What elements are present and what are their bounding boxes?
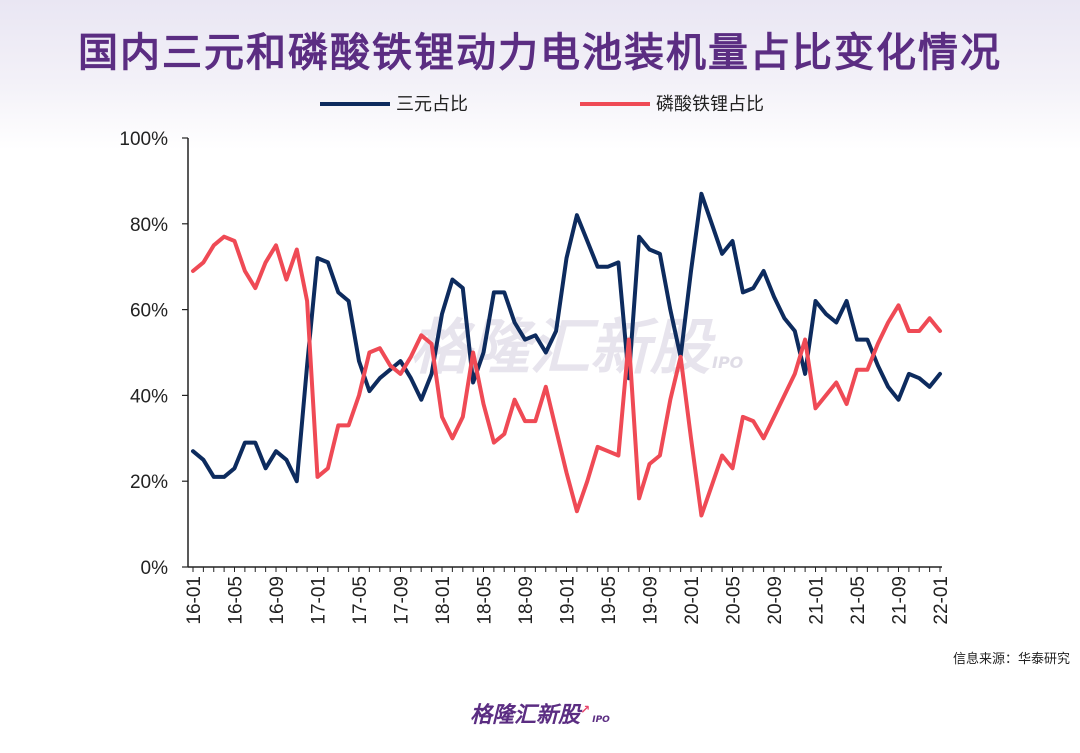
x-tick-label: 18-01 (433, 576, 454, 625)
x-tick-label: 18-05 (475, 576, 496, 625)
x-tick-label: 21-09 (890, 576, 911, 625)
x-tick-label: 17-01 (309, 576, 330, 625)
chart-legend: 三元占比 磷酸铁锂占比 (320, 94, 764, 115)
y-tick-label: 80% (130, 215, 168, 236)
x-tick-label: 17-05 (350, 576, 371, 625)
x-tick-label: 21-05 (848, 576, 869, 625)
x-tick-label: 19-09 (641, 576, 662, 625)
x-tick-label: 20-05 (724, 576, 745, 625)
x-tick-label: 17-09 (392, 576, 413, 625)
y-tick-label: 0% (141, 558, 169, 579)
footer-brand-suffix: IPO (592, 715, 610, 725)
footer-brand-text: 格隆汇新股 (470, 703, 581, 728)
x-tick-label: 18-09 (516, 576, 537, 625)
x-tick-label: 19-01 (558, 576, 579, 625)
watermark: 格隆汇新股 IPO (410, 313, 744, 383)
source-note: 信息来源：华泰研究 (952, 652, 1070, 667)
footer-logo: 格隆汇新股↗IPO (0, 697, 1080, 729)
chart-series (191, 191, 942, 518)
x-tick-label: 22-01 (931, 576, 952, 625)
watermark-brand: 格隆汇新股 (410, 313, 716, 383)
y-tick-label: 20% (130, 472, 168, 493)
header-background (0, 0, 1080, 150)
legend-label: 磷酸铁锂占比 (656, 94, 764, 115)
x-tick-label: 20-09 (765, 576, 786, 625)
page-title: 国内三元和磷酸铁锂动力电池装机量占比变化情况 (78, 30, 1002, 76)
x-tick-label: 16-05 (226, 576, 247, 625)
series-line-lfp (191, 234, 942, 518)
x-tick-label: 21-01 (807, 576, 828, 625)
x-tick-label: 16-09 (267, 576, 288, 625)
trend-arrow-icon: ↗ (580, 702, 591, 717)
x-tick-label: 19-05 (599, 576, 620, 625)
watermark-suffix: IPO (712, 353, 744, 372)
x-tick-label: 16-01 (184, 576, 205, 625)
y-tick-label: 100% (119, 129, 168, 150)
y-tick-label: 60% (130, 301, 168, 322)
series-line-ternary (191, 191, 942, 484)
x-tick-label: 20-01 (682, 576, 703, 625)
legend-label: 三元占比 (396, 94, 468, 115)
chart-axes: 0% 20% 40% 60% 80% 100% 16-01 16-05 16-09 17-01 17… (119, 129, 952, 625)
y-tick-label: 40% (130, 386, 168, 407)
